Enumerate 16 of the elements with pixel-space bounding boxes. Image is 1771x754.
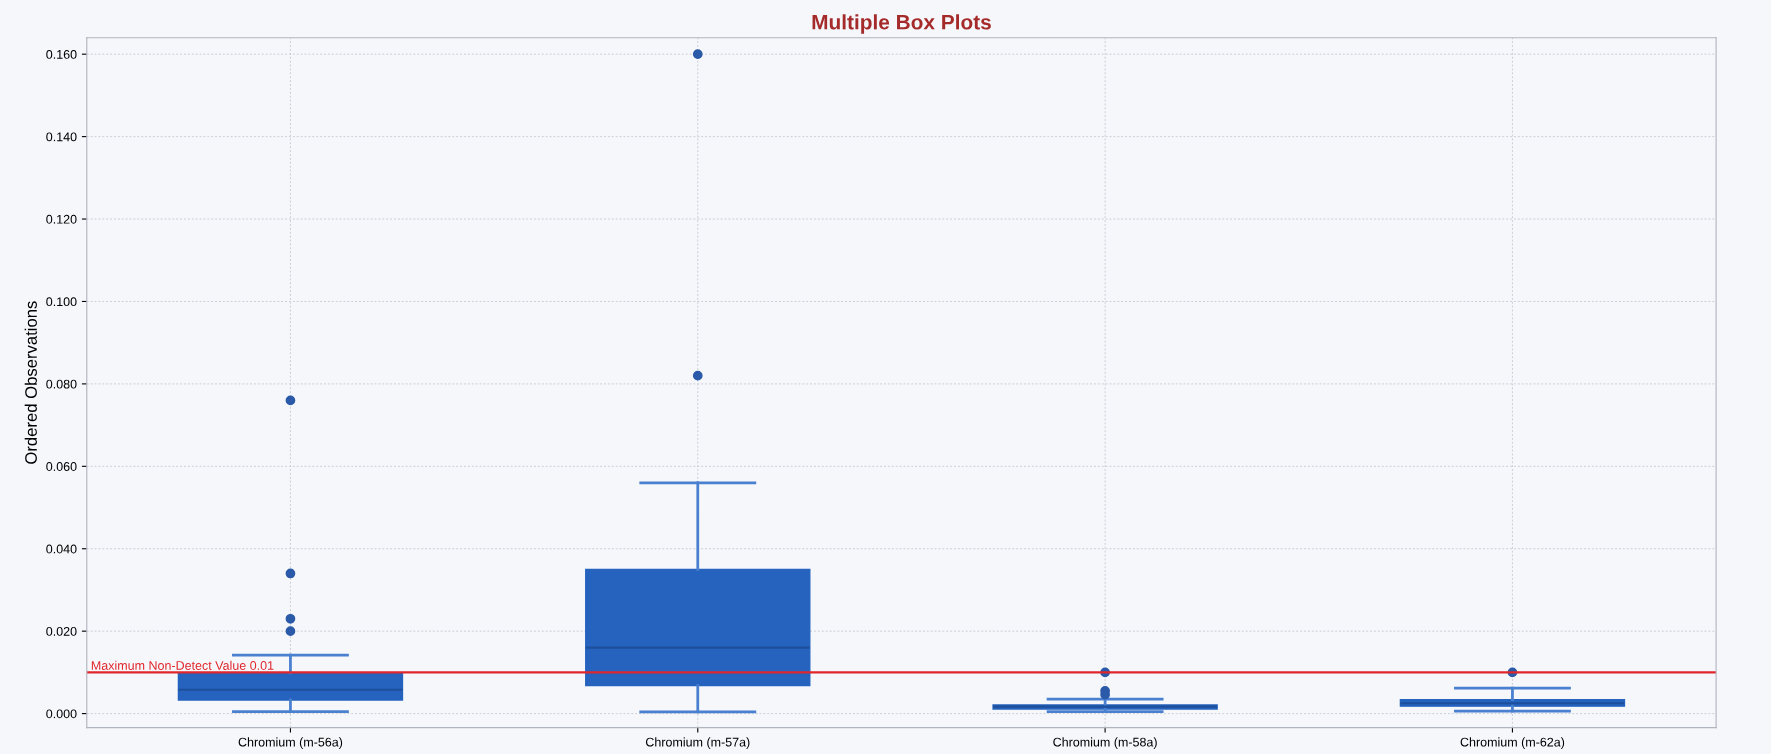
x-tick-label: Chromium (m-62a) — [1460, 737, 1565, 749]
x-tick-label: Chromium (m-57a) — [645, 737, 750, 749]
ref-line-label: Maximum Non-Detect Value 0.01 — [91, 660, 274, 670]
y-tick-label: 0.040 — [46, 544, 77, 554]
y-tick-label: 0.140 — [46, 132, 77, 142]
x-tick-label: Chromium (m-58a) — [1053, 737, 1157, 749]
y-axis-title: Ordered Observations — [24, 301, 37, 464]
y-tick-label: 0.160 — [46, 49, 77, 59]
x-tick-label: Chromium (m-56a) — [238, 737, 343, 749]
chart-title: Multiple Box Plots — [812, 14, 991, 34]
y-tick-label: 0.120 — [46, 214, 77, 224]
y-tick-label: 0.060 — [46, 462, 77, 471]
y-tick-label: 0.020 — [46, 626, 77, 636]
y-tick-label: 0.000 — [46, 709, 77, 719]
y-tick-label: 0.080 — [46, 379, 77, 389]
y-tick-label: 0.100 — [46, 297, 77, 307]
